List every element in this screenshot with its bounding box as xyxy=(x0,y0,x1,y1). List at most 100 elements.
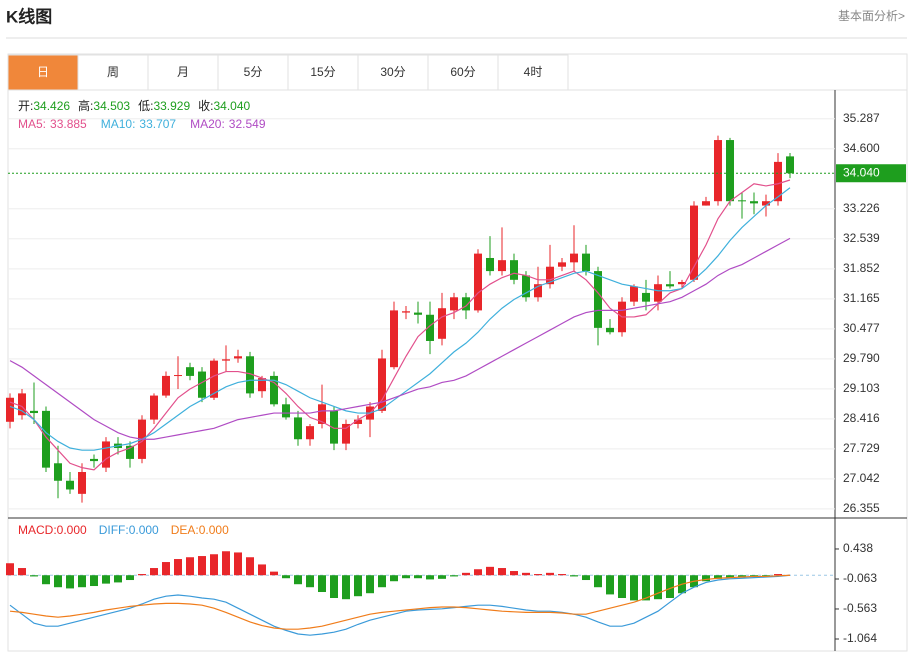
macd-bar xyxy=(102,575,110,584)
macd-bar xyxy=(762,575,770,577)
macd-bar xyxy=(54,575,62,588)
macd-bar xyxy=(90,575,98,587)
candle-body xyxy=(246,356,254,394)
macd-bar xyxy=(618,575,626,599)
macd-bar xyxy=(378,575,386,588)
candle-body xyxy=(462,297,470,311)
candle-body xyxy=(582,253,590,272)
macd-bar xyxy=(66,575,74,589)
candle-body xyxy=(750,201,758,204)
fundamental-link[interactable]: 基本面分析> xyxy=(838,9,905,23)
readout: 0.000 xyxy=(199,523,229,537)
macd-bar xyxy=(282,575,290,579)
candle-body xyxy=(42,410,50,468)
candle-body xyxy=(606,327,614,333)
tab[interactable] xyxy=(497,54,569,91)
macd-bar xyxy=(486,566,494,576)
readout: 开: xyxy=(18,99,33,113)
candle-body xyxy=(774,161,782,202)
candle-body xyxy=(786,156,794,174)
macd-bar xyxy=(330,575,338,599)
candle-body xyxy=(726,140,734,202)
y-tick-label: 32.539 xyxy=(843,231,880,245)
candle-body xyxy=(90,458,98,462)
candle-body xyxy=(426,314,434,341)
y-tick-label: 31.852 xyxy=(843,261,880,275)
macd-bar xyxy=(342,575,350,600)
macd-bar xyxy=(174,559,182,576)
macd-bar xyxy=(606,575,614,595)
y-tick-label: 30.477 xyxy=(843,321,880,335)
tab-label[interactable]: 15分 xyxy=(310,65,335,79)
y-tick-label: -1.064 xyxy=(843,631,877,645)
tab[interactable] xyxy=(7,54,79,91)
readout: 34.040 xyxy=(213,99,250,113)
tab-label[interactable]: 60分 xyxy=(450,65,475,79)
candle-body xyxy=(654,284,662,302)
macd-bar xyxy=(726,575,734,578)
candle-body xyxy=(474,253,482,311)
page-title: K线图 xyxy=(6,6,52,26)
macd-bar xyxy=(6,563,14,576)
candle-body xyxy=(738,200,746,202)
tab[interactable] xyxy=(217,54,289,91)
candle-body xyxy=(162,375,170,396)
candle-body xyxy=(306,426,314,440)
readout: 32.549 xyxy=(229,117,266,131)
tab-label[interactable]: 月 xyxy=(177,65,189,79)
candle-body xyxy=(390,310,398,368)
candle-body xyxy=(546,266,554,285)
macd-line xyxy=(9,574,791,636)
readout: 高: xyxy=(78,98,93,113)
macd-bar xyxy=(414,575,422,579)
y-tick-label: 27.729 xyxy=(843,441,880,455)
y-tick-label: 0.438 xyxy=(843,541,873,555)
candle-body xyxy=(414,312,422,315)
macd-bar xyxy=(510,571,518,576)
tab-label[interactable]: 日 xyxy=(37,65,49,79)
macd-bar xyxy=(522,572,530,576)
candle-body xyxy=(558,262,566,267)
candle-body xyxy=(486,257,494,272)
tab-label[interactable]: 5分 xyxy=(244,65,263,79)
candle-body xyxy=(714,140,722,202)
macd-bar xyxy=(462,572,470,576)
macd-bar xyxy=(402,575,410,579)
candle-body xyxy=(270,375,278,405)
candle-body xyxy=(678,282,686,285)
macd-bar xyxy=(630,575,638,601)
candle-body xyxy=(318,404,326,424)
macd-bar xyxy=(438,575,446,579)
tab-label[interactable]: 周 xyxy=(107,65,119,79)
tab[interactable] xyxy=(77,54,149,91)
candle-body xyxy=(354,419,362,424)
macd-line xyxy=(9,574,791,630)
macd-bar xyxy=(318,575,326,593)
y-tick-label: 34.600 xyxy=(843,141,880,155)
candle-body xyxy=(702,201,710,206)
candle-body xyxy=(102,441,110,468)
macd-bar xyxy=(570,575,578,577)
tab-label[interactable]: 30分 xyxy=(380,65,405,79)
macd-bar xyxy=(258,564,266,576)
candle-body xyxy=(690,205,698,280)
tab[interactable] xyxy=(357,54,429,91)
tab[interactable] xyxy=(147,54,219,91)
y-tick-label: 28.416 xyxy=(843,411,880,425)
ma-line xyxy=(9,237,791,440)
macd-bar xyxy=(594,575,602,588)
last-price-label: 34.040 xyxy=(843,165,880,179)
candle-body xyxy=(282,404,290,418)
readout: 低: xyxy=(138,99,153,113)
candle-body xyxy=(234,356,242,359)
ma-line xyxy=(9,187,791,451)
macd-bar xyxy=(294,575,302,585)
macd-bar xyxy=(426,575,434,580)
macd-bar xyxy=(222,551,230,576)
y-tick-label: -0.063 xyxy=(843,571,877,585)
macd-bar xyxy=(546,572,554,576)
tab-label[interactable]: 4时 xyxy=(524,65,543,79)
last-price-box xyxy=(836,164,906,183)
